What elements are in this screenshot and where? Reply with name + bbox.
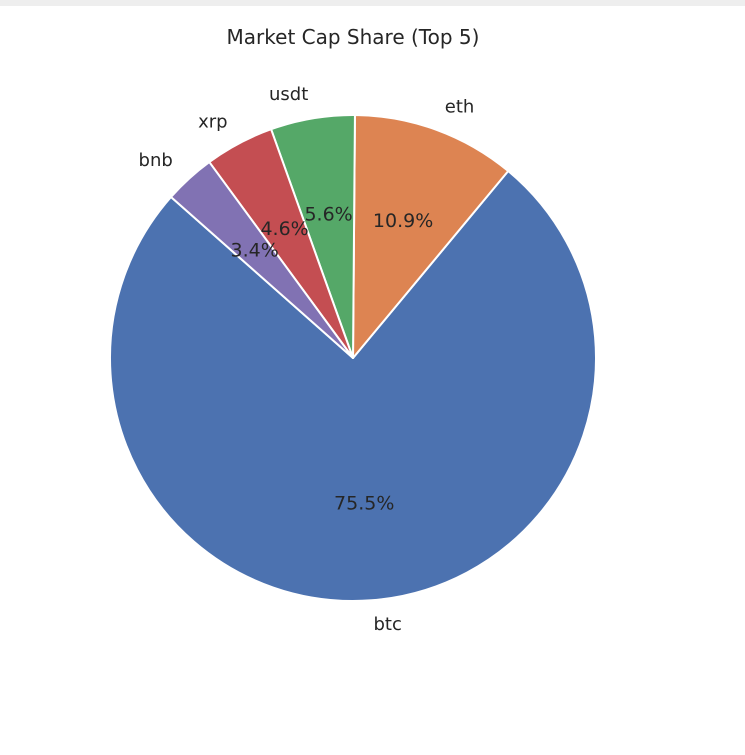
percent-label-btc: 75.5% [334, 492, 394, 514]
percent-label-bnb: 3.4% [231, 239, 279, 261]
chart-title: Market Cap Share (Top 5) [227, 25, 480, 49]
percent-label-usdt: 5.6% [304, 203, 352, 225]
pie-slice-bnb [170, 161, 354, 359]
slice-label-bnb: bnb [139, 150, 173, 171]
slice-label-usdt: usdt [269, 84, 308, 105]
pie-slices [109, 114, 597, 602]
pie-slice-eth [352, 114, 510, 359]
percent-label-eth: 10.9% [373, 210, 433, 232]
slice-label-btc: btc [374, 614, 402, 635]
slice-label-xrp: xrp [198, 111, 227, 132]
pie-labels: btc 75.5% eth 10.9% usdt 5.6% xrp 4.6% bnb 3.4% [139, 84, 475, 635]
pie-slice-btc [109, 170, 597, 602]
slice-label-eth: eth [445, 96, 475, 117]
percent-label-xrp: 4.6% [260, 218, 308, 240]
top-strip [0, 0, 745, 6]
